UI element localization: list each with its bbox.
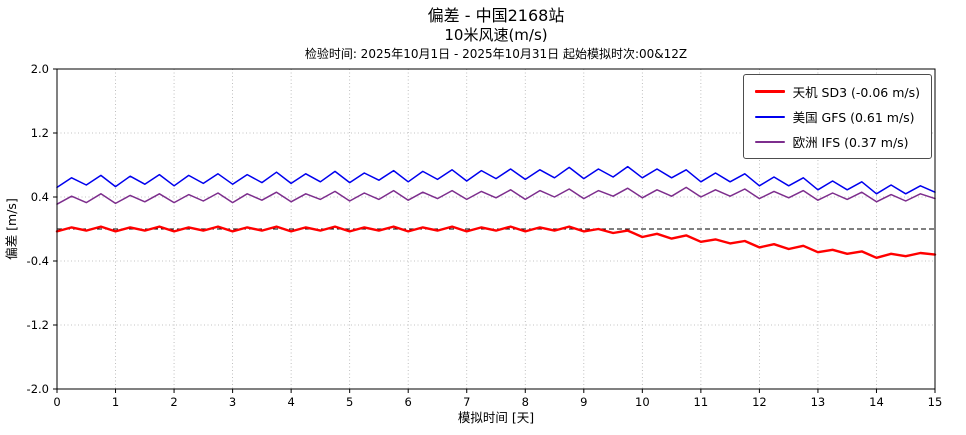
x-tick-label: 13 — [811, 395, 826, 409]
chart-legend: 天机 SD3 (-0.06 m/s) 美国 GFS (0.61 m/s) 欧洲 … — [742, 74, 932, 159]
legend-label: 欧洲 IFS (0.37 m/s) — [792, 135, 909, 150]
series-line-0 — [55, 225, 937, 259]
y-tick-label: -1.2 — [27, 318, 49, 332]
legend-item-us-gfs: 美国 GFS (0.61 m/s) — [754, 107, 920, 126]
red-line-swatch — [754, 90, 785, 93]
legend-item-tianji-sd3: 天机 SD3 (-0.06 m/s) — [754, 82, 920, 101]
y-tick-label: 1.2 — [31, 126, 49, 140]
x-axis-label: 模拟时间 [天] — [458, 410, 534, 425]
x-tick-label: 10 — [635, 395, 650, 409]
series-line-1 — [56, 165, 936, 195]
y-axis-label: 偏差 [m/s] — [4, 198, 19, 260]
legend-label: 美国 GFS (0.61 m/s) — [792, 110, 915, 125]
x-tick-label: 6 — [405, 395, 412, 409]
y-tick-label: 2.0 — [31, 62, 49, 76]
y-tick-label: -0.4 — [27, 254, 49, 268]
x-tick-label: 9 — [580, 395, 587, 409]
x-tick-label: 3 — [229, 395, 236, 409]
x-tick-label: 4 — [287, 395, 294, 409]
chart-titles: 偏差 - 中国2168站 10米风速(m/s) 检验时间: 2025年10月1日… — [57, 6, 935, 62]
blue-line-swatch — [754, 115, 785, 118]
y-tick-label: 0.4 — [31, 190, 49, 204]
series-line-2 — [56, 186, 936, 205]
legend-item-europe-ifs: 欧洲 IFS (0.37 m/s) — [754, 132, 920, 151]
x-tick-label: 2 — [170, 395, 177, 409]
chart-subtitle: 10米风速(m/s) — [444, 26, 548, 44]
x-tick-label: 11 — [694, 395, 709, 409]
purple-line-swatch — [754, 140, 785, 143]
axes-box — [56, 68, 936, 390]
x-tick-label: 15 — [928, 395, 943, 409]
verification-period-text: 检验时间: 2025年10月1日 - 2025年10月31日 起始模拟时次:00… — [304, 46, 688, 61]
x-tick-label: 7 — [463, 395, 470, 409]
x-tick-label: 12 — [752, 395, 767, 409]
y-tick-label: -2.0 — [27, 382, 49, 396]
x-tick-label: 5 — [346, 395, 353, 409]
x-tick-label: 14 — [869, 395, 884, 409]
x-tick-label: 0 — [53, 395, 60, 409]
x-tick-label: 8 — [522, 395, 529, 409]
legend-label: 天机 SD3 (-0.06 m/s) — [792, 85, 920, 100]
chart-title: 偏差 - 中国2168站 — [427, 6, 565, 25]
x-tick-label: 1 — [112, 395, 119, 409]
